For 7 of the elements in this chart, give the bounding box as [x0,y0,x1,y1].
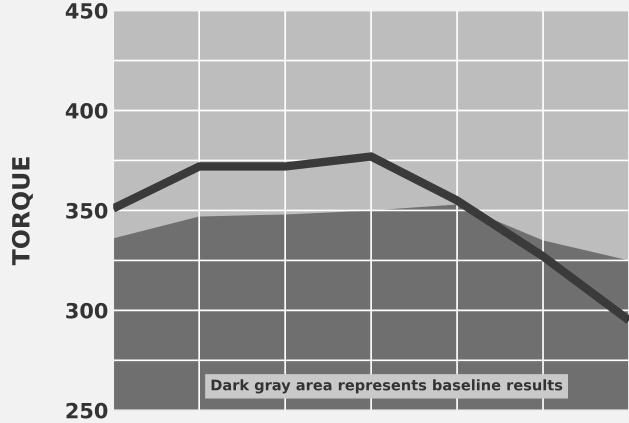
annotation: Dark gray area represents baseline results [212,379,562,394]
y-tick-label: 400 [66,102,108,119]
y-tick-label: 450 [66,3,108,19]
y-tick-label: 300 [66,302,108,319]
y-axis-title: TORQUE [12,157,33,266]
y-tick-label: 350 [66,202,108,219]
y-tick-label: 250 [66,402,108,419]
